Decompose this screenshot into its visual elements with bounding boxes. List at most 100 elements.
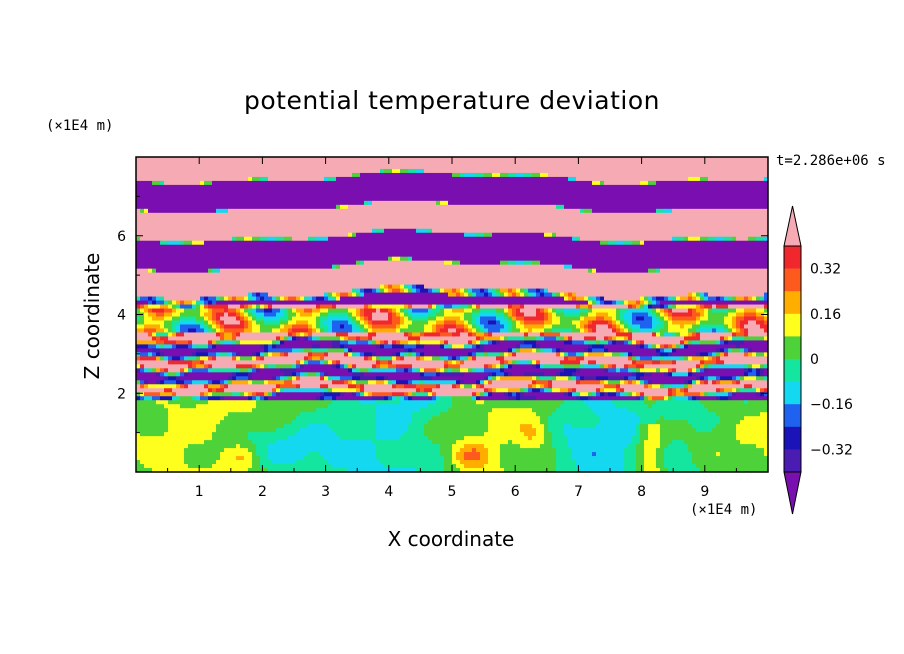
heatmap-cell	[268, 352, 273, 357]
heatmap-cell	[144, 392, 161, 397]
heatmap-cell	[352, 320, 357, 326]
heatmap-cell	[372, 304, 405, 310]
heatmap-cell	[376, 420, 413, 425]
heatmap-cell	[408, 168, 417, 174]
heatmap-cell	[688, 356, 693, 361]
heatmap-cell	[144, 312, 149, 318]
heatmap-cell	[332, 428, 377, 433]
colorbar-segment	[784, 449, 801, 473]
heatmap-cell	[472, 448, 477, 453]
heatmap-cell	[636, 316, 645, 322]
heatmap-cell	[208, 300, 213, 306]
heatmap-cell	[660, 424, 693, 429]
heatmap-cell	[636, 428, 641, 433]
heatmap-cell	[508, 440, 513, 445]
heatmap-cell	[668, 328, 689, 334]
heatmap-cell	[636, 304, 641, 310]
heatmap-cell	[732, 388, 737, 393]
colorbar-extend-min	[783, 471, 802, 515]
heatmap-cell	[624, 300, 629, 306]
heatmap-cell	[664, 372, 669, 377]
heatmap-cell	[724, 360, 768, 365]
heatmap-cell	[252, 304, 257, 310]
heatmap-cell	[564, 392, 569, 397]
heatmap-cell	[184, 356, 189, 361]
heatmap-cell	[496, 312, 505, 318]
heatmap-cell	[136, 296, 141, 302]
heatmap-cell	[672, 296, 677, 302]
heatmap-cell	[332, 296, 337, 302]
heatmap-cell	[136, 416, 169, 421]
heatmap-cell	[252, 408, 317, 413]
heatmap-cell	[584, 364, 601, 369]
heatmap-cell	[164, 368, 169, 373]
heatmap-cell	[236, 356, 241, 361]
heatmap-cell	[312, 344, 321, 349]
heatmap-cell	[488, 428, 521, 433]
chart-title: potential temperature deviation	[244, 86, 660, 115]
heatmap-cell	[412, 304, 429, 310]
heatmap-cell	[280, 336, 285, 342]
heatmap-cell	[736, 424, 768, 429]
heatmap-cell	[364, 260, 445, 266]
heatmap-cell	[756, 308, 765, 314]
heatmap-cell	[480, 328, 485, 334]
heatmap-cell	[460, 304, 469, 310]
heatmap-cell	[748, 236, 757, 242]
heatmap-cell	[536, 308, 541, 314]
heatmap-cell	[304, 360, 309, 365]
heatmap-cell	[596, 392, 601, 397]
heatmap-cell	[576, 296, 585, 302]
heatmap-cell	[224, 308, 229, 314]
heatmap-cell	[528, 288, 537, 294]
heatmap-cell	[664, 304, 669, 310]
heatmap-cell	[540, 172, 549, 178]
heatmap-cell	[644, 448, 657, 453]
heatmap-cell	[364, 304, 369, 310]
heatmap-cell	[320, 376, 325, 381]
heatmap-cell	[508, 352, 513, 357]
heatmap-cell	[652, 308, 657, 314]
heatmap-cell	[524, 392, 565, 397]
heatmap-cell	[476, 384, 481, 389]
heatmap-cell	[212, 344, 217, 349]
heatmap-cell	[136, 380, 141, 385]
heatmap-cell	[408, 312, 413, 318]
heatmap-cell	[300, 384, 321, 389]
heatmap-cell	[692, 380, 697, 385]
heatmap-cell	[584, 328, 589, 334]
heatmap-cell	[412, 396, 429, 401]
heatmap-cell	[236, 372, 249, 377]
heatmap-cell	[420, 332, 425, 338]
heatmap-cell	[412, 420, 429, 425]
heatmap-cell	[752, 364, 761, 369]
heatmap-cell	[136, 168, 381, 174]
heatmap-cell	[504, 368, 561, 373]
heatmap-cell	[652, 312, 657, 318]
heatmap-cell	[592, 320, 609, 326]
heatmap-cell	[228, 376, 233, 381]
heatmap-cell	[704, 356, 709, 361]
heatmap-cell	[696, 368, 701, 373]
heatmap-cell	[272, 308, 281, 314]
heatmap-cell	[136, 220, 768, 226]
heatmap-cell	[696, 372, 745, 377]
heatmap-cell	[676, 296, 681, 302]
heatmap-cell	[264, 380, 269, 385]
heatmap-cell	[744, 348, 749, 353]
heatmap-cell	[700, 312, 705, 318]
heatmap-cell	[244, 316, 249, 322]
heatmap-cell	[332, 304, 337, 310]
heatmap-cell	[376, 428, 409, 433]
heatmap-cell	[248, 372, 253, 377]
heatmap-cell	[172, 388, 209, 393]
heatmap-cell	[520, 428, 537, 433]
heatmap-cell	[480, 304, 509, 310]
heatmap-cell	[276, 296, 281, 302]
heatmap-cell	[376, 288, 381, 294]
heatmap-cell	[424, 352, 469, 357]
heatmap-cell	[464, 232, 477, 238]
heatmap-cell	[236, 352, 241, 357]
heatmap-cell	[508, 292, 513, 298]
heatmap-cell	[264, 296, 273, 302]
